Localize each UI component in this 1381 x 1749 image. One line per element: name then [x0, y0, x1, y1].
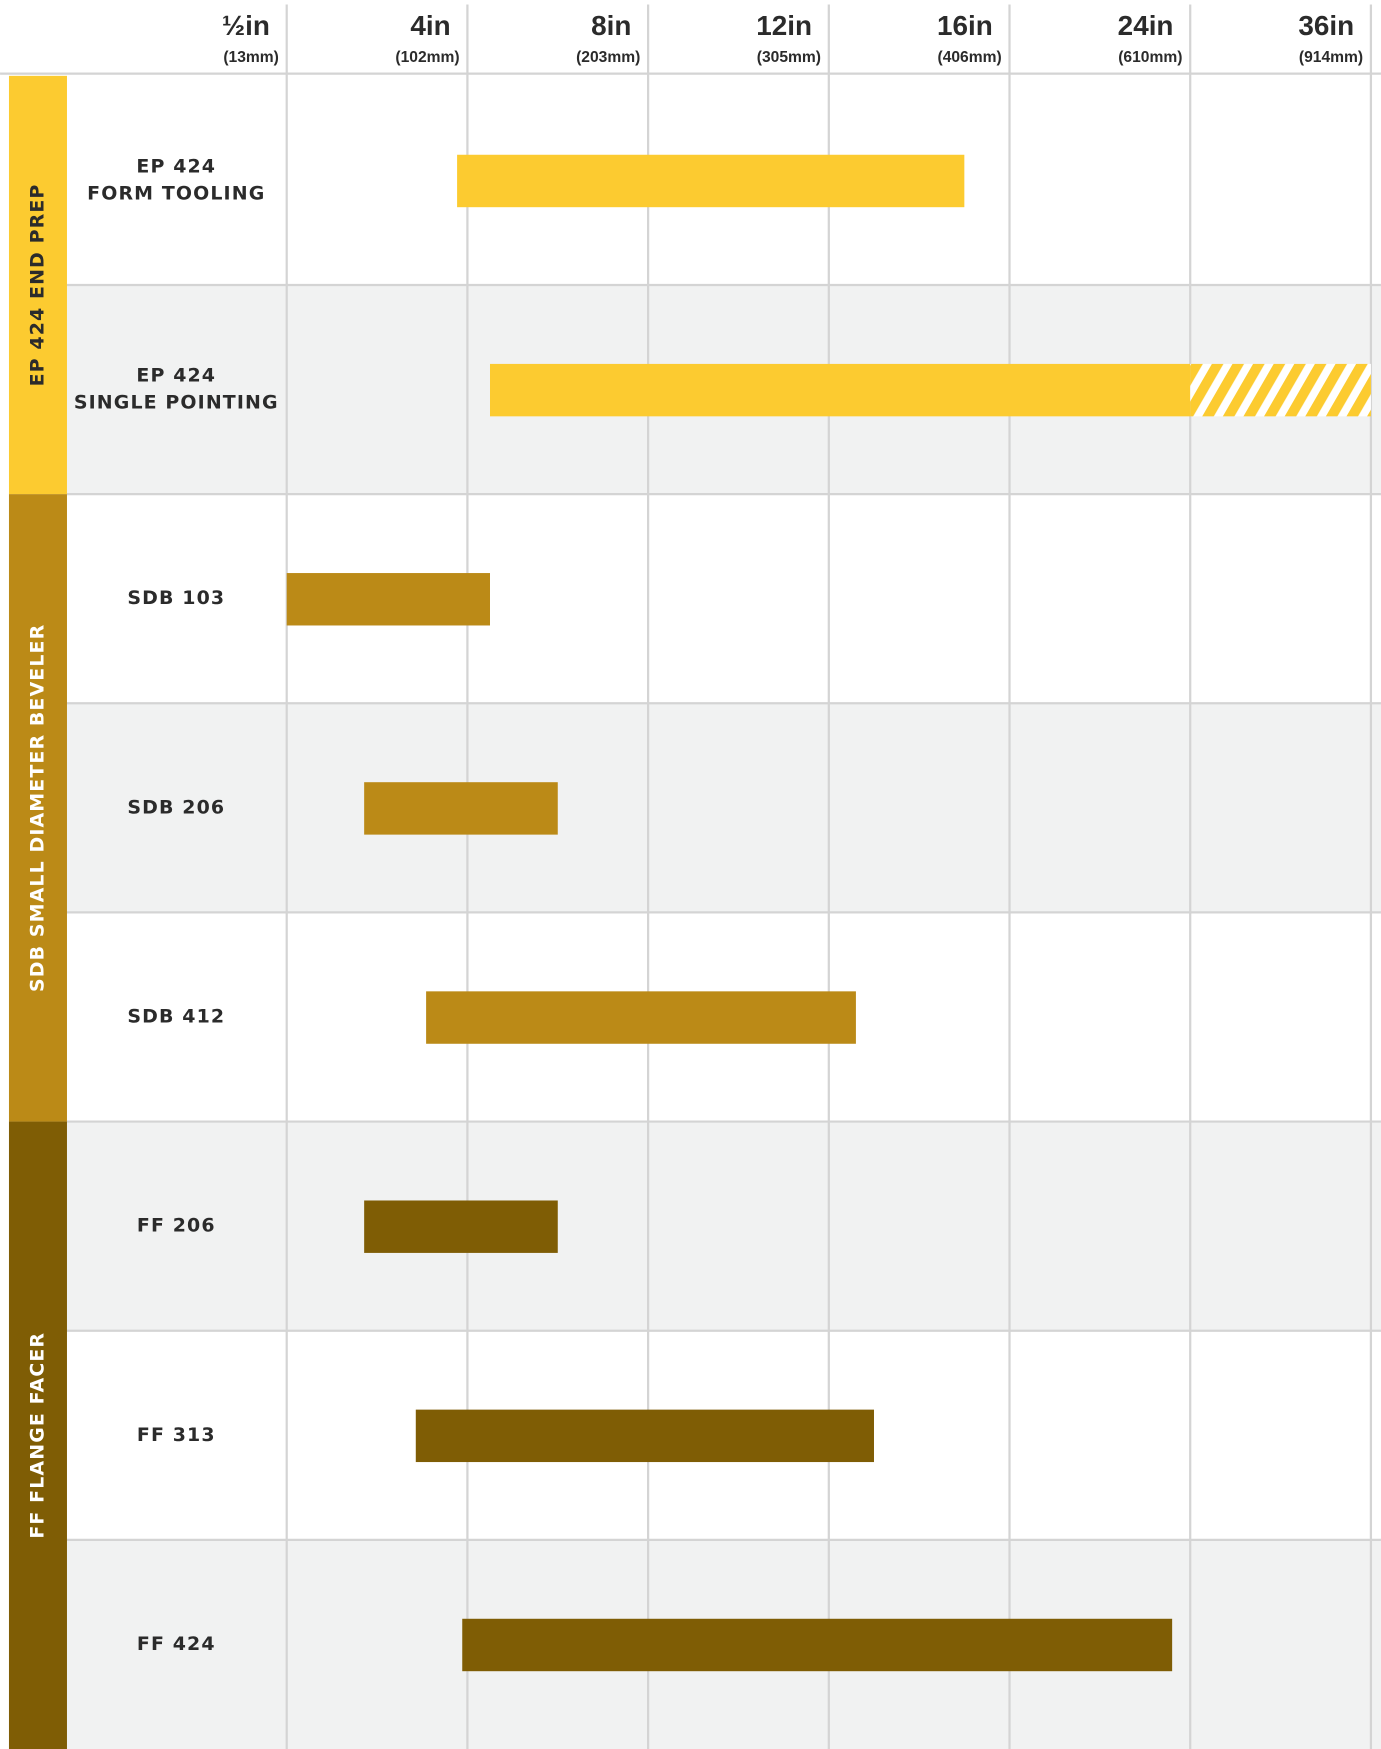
row-background: [66, 1121, 1381, 1331]
x-tick-label: 4in: [410, 10, 450, 41]
range-bar: [462, 1618, 1173, 1672]
group-band: [8, 75, 67, 495]
row-label: FF 313: [137, 1424, 216, 1446]
x-tick-sublabel: (13mm): [223, 49, 279, 66]
row-label: EP 424: [136, 365, 216, 387]
range-bar: [364, 1200, 558, 1253]
row-label: FF 206: [137, 1215, 216, 1237]
group-band: [8, 1121, 67, 1749]
row-label: SDB 103: [127, 587, 225, 609]
row-label: EP 424: [136, 156, 216, 178]
x-tick-label: ½in: [222, 10, 270, 41]
x-tick-label: 12in: [756, 10, 812, 41]
x-tick-label: 16in: [937, 10, 993, 41]
x-tick-label: 36in: [1298, 10, 1354, 41]
group-label: FF FLANGE FACER: [26, 1332, 48, 1539]
range-bar: [426, 991, 856, 1044]
row-label: SINGLE POINTING: [74, 391, 279, 413]
row-label: SDB 206: [127, 796, 225, 818]
row-label: FORM TOOLING: [87, 182, 265, 204]
group-label: SDB SMALL DIAMETER BEVELER: [26, 624, 48, 992]
range-bar: [286, 573, 491, 626]
range-bar: [364, 782, 558, 835]
range-bar: [490, 363, 1191, 417]
group-label: EP 424 END PREP: [26, 184, 48, 387]
row-background: [66, 703, 1381, 913]
range-bar: [415, 1409, 874, 1463]
x-tick-sublabel: (305mm): [757, 49, 821, 66]
x-tick-label: 8in: [591, 10, 631, 41]
x-tick-label: 24in: [1118, 10, 1174, 41]
row-background: [66, 494, 1381, 704]
group-band: [8, 494, 67, 1122]
row-label: FF 424: [137, 1633, 216, 1655]
extended-range-bar: [1190, 363, 1371, 417]
x-tick-sublabel: (406mm): [938, 49, 1002, 66]
x-tick-sublabel: (203mm): [576, 49, 640, 66]
x-tick-sublabel: (610mm): [1118, 49, 1182, 66]
range-bar: [457, 154, 965, 208]
x-tick-sublabel: (914mm): [1299, 49, 1363, 66]
x-tick-sublabel: (102mm): [395, 49, 459, 66]
row-label: SDB 412: [127, 1005, 225, 1027]
